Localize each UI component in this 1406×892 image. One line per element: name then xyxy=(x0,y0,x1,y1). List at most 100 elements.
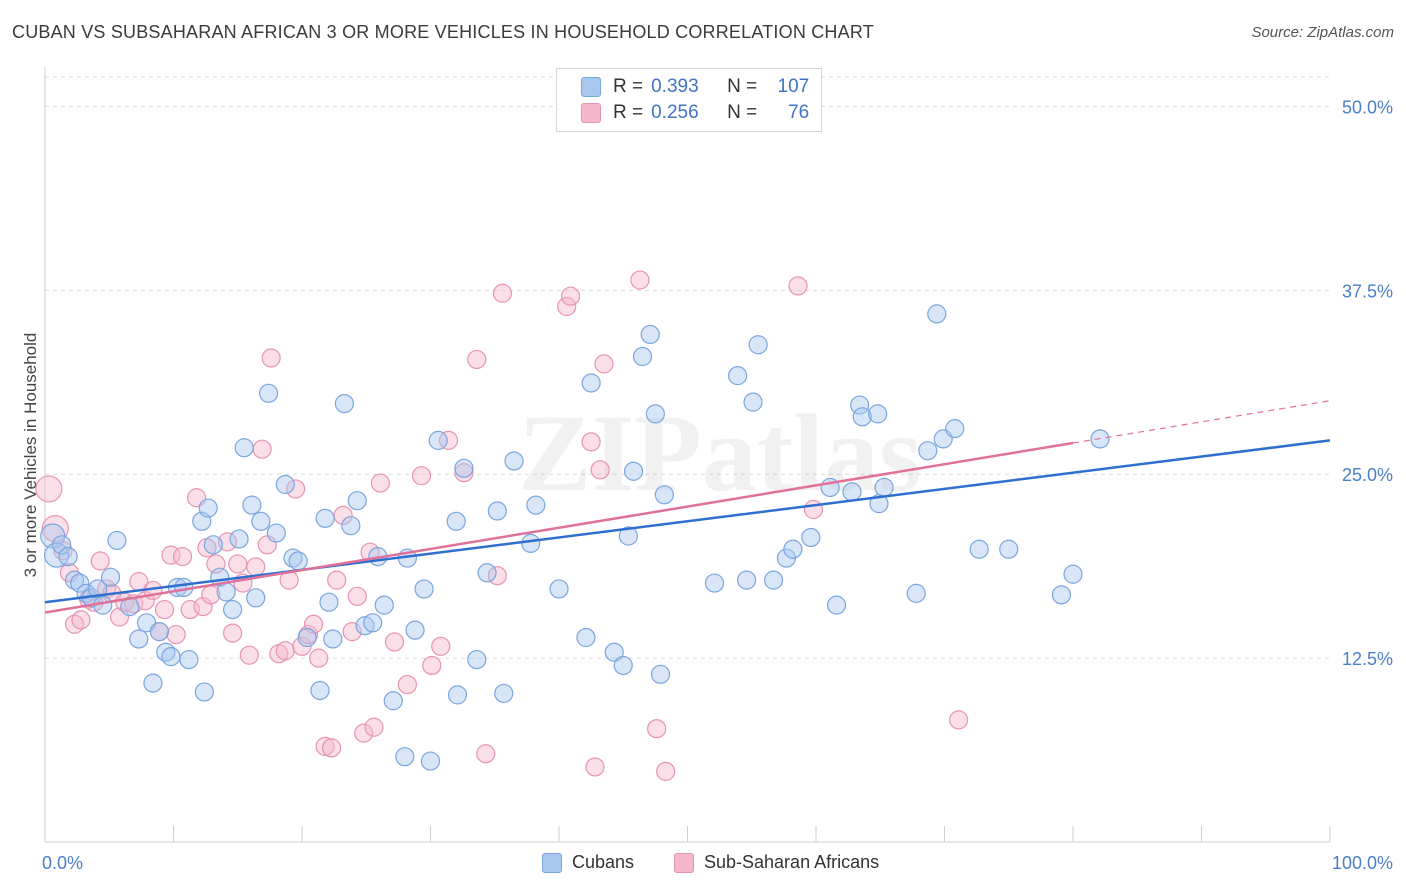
sub-saharan-africans-trend-line xyxy=(44,441,1074,614)
sub-saharan-africans-point xyxy=(193,597,213,617)
cubans-point xyxy=(288,551,308,571)
cubans-point xyxy=(310,680,330,701)
cubans-point xyxy=(216,582,236,602)
sub-saharan-africans-point xyxy=(347,586,367,606)
series-sub-saharan-africans-points xyxy=(35,270,969,781)
cubans-point xyxy=(645,404,665,424)
cubans-point xyxy=(363,613,383,633)
cubans-point xyxy=(945,419,965,439)
r-value: 0.256 xyxy=(651,102,699,123)
cubans-point xyxy=(355,616,375,636)
sub-saharan-africans-point xyxy=(560,286,581,306)
cubans-point xyxy=(275,474,295,495)
cubans-point xyxy=(801,527,821,548)
cubans-point xyxy=(477,563,497,583)
y-tick-label: 50.0% xyxy=(1342,97,1393,117)
sub-saharan-africans-point xyxy=(154,599,175,620)
r-label: R = xyxy=(613,76,644,97)
sub-saharan-africans-point xyxy=(321,738,342,758)
legend-item-cubans[interactable]: Cubans xyxy=(542,852,634,873)
legend-item-sub-saharan-africans[interactable]: Sub-Saharan Africans xyxy=(674,852,879,873)
cubans-point xyxy=(581,373,601,393)
cubans-point xyxy=(420,751,441,771)
cubans-point xyxy=(728,366,748,386)
n-label: N = xyxy=(727,76,758,97)
cubans-point xyxy=(852,407,872,427)
cubans-point xyxy=(203,535,223,555)
sub-saharan-africans-point xyxy=(172,546,193,567)
sub-saharan-africans-point xyxy=(41,515,69,543)
r-label: R = xyxy=(613,102,644,123)
cubans-point xyxy=(748,335,768,355)
sub-saharan-africans-point xyxy=(35,475,63,503)
cubans-point xyxy=(323,629,343,649)
cubans-point xyxy=(229,529,249,549)
cubans-point xyxy=(969,539,989,559)
sub-saharan-africans-point xyxy=(309,648,329,668)
r-value: 0.393 xyxy=(651,76,699,97)
sub-saharan-africans-point xyxy=(656,761,676,781)
cubans-point xyxy=(826,595,847,615)
cubans-point xyxy=(64,570,85,590)
stats-row-sub-saharan-africans: R = 0.256 N = 76 xyxy=(581,101,809,125)
sub-saharan-africans-point xyxy=(476,744,496,764)
sub-saharan-africans-point xyxy=(431,636,451,656)
sub-saharan-africans-point xyxy=(223,623,243,643)
cubans-point xyxy=(283,548,303,568)
stats-row-cubans: R = 0.393 N = 107 xyxy=(581,75,809,99)
sub-saharan-africans-point xyxy=(411,466,432,486)
cubans-point xyxy=(467,649,487,670)
sub-saharan-africans-legend-swatch xyxy=(674,852,694,873)
sub-saharan-africans-point xyxy=(422,655,442,676)
legend-label: Sub-Saharan Africans xyxy=(704,852,880,872)
y-tick-label: 12.5% xyxy=(1342,649,1393,669)
sub-saharan-africans-point xyxy=(354,723,374,743)
cubans-point xyxy=(194,682,214,702)
stats-legend: R = 0.393 N = 107 R = 0.256 N = 76 xyxy=(556,68,822,132)
cubans-point xyxy=(487,501,507,521)
sub-saharan-africans-point xyxy=(949,710,969,730)
cubans-point xyxy=(428,430,448,450)
sub-saharan-africans-point xyxy=(647,719,667,739)
cubans-point xyxy=(58,546,78,567)
cubans-legend-swatch xyxy=(542,852,562,873)
cubans-point xyxy=(494,683,514,704)
sub-saharan-africans-point xyxy=(630,270,650,290)
sub-saharan-africans-swatch xyxy=(581,103,601,123)
cubans-point xyxy=(454,458,474,478)
sub-saharan-africans-point xyxy=(228,554,248,574)
cubans-swatch xyxy=(581,77,601,97)
x-tick-label: 100.0% xyxy=(1332,853,1393,873)
cubans-point xyxy=(783,539,803,559)
cubans-point xyxy=(576,627,596,648)
sub-saharan-africans-point xyxy=(252,439,272,459)
cubans-point xyxy=(242,495,262,515)
trend-lines xyxy=(44,400,1331,614)
cubans-point xyxy=(874,477,894,498)
cubans-point xyxy=(613,655,633,676)
cubans-point xyxy=(868,404,888,424)
cubans-point xyxy=(341,516,361,536)
sub-saharan-africans-point xyxy=(327,570,347,590)
cubans-point xyxy=(334,393,355,414)
series-cubans-points xyxy=(40,304,1110,771)
y-tick-label: 37.5% xyxy=(1342,281,1393,301)
cubans-point xyxy=(704,573,725,593)
source-label: Source: ZipAtlas.com xyxy=(1251,24,1394,41)
cubans-point xyxy=(266,523,286,543)
sub-saharan-africans-point xyxy=(590,460,610,480)
cubans-point xyxy=(906,583,926,603)
sub-saharan-africans-point xyxy=(275,641,295,661)
sub-saharan-africans-point xyxy=(803,499,824,520)
cubans-point xyxy=(179,649,199,670)
cubans-point xyxy=(246,588,266,608)
sub-saharan-africans-point xyxy=(315,736,335,756)
cubans-point xyxy=(650,664,671,684)
sub-saharan-africans-point xyxy=(397,674,417,695)
cubans-point xyxy=(100,567,121,587)
sub-saharan-africans-point xyxy=(788,276,808,296)
cubans-point xyxy=(737,570,757,590)
sub-saharan-africans-point xyxy=(217,532,238,552)
tick-labels: 12.5% 25.0% 37.5% 50.0% 0.0% 100.0% xyxy=(42,97,1393,873)
cubans-point xyxy=(383,691,403,711)
